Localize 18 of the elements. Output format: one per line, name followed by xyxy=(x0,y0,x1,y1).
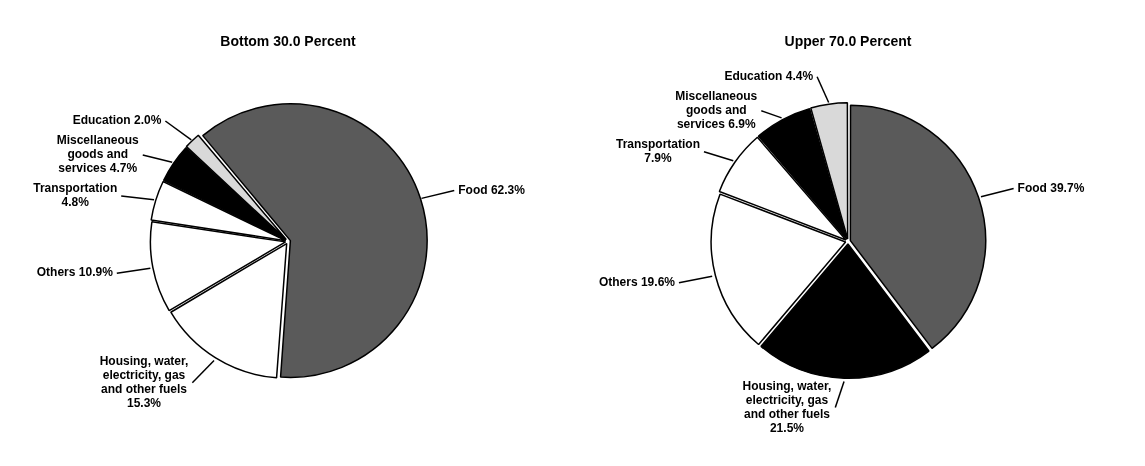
data-label: 7.9% xyxy=(644,151,672,166)
data-label: 21.5% xyxy=(769,420,805,435)
data-label: 4.8% xyxy=(61,195,90,210)
slice-label: Transportation xyxy=(33,181,118,196)
data-label: 15.3% xyxy=(126,395,162,410)
slice-label: Housing, water, electricity, gas and other fuels xyxy=(99,353,189,396)
slice-label: Transportation xyxy=(615,137,700,152)
slice-label: Miscellaneous goods and services 4.7% xyxy=(56,133,140,176)
slice-label: Others 10.9% xyxy=(36,265,114,280)
chart-title: Bottom 30.0 Percent xyxy=(220,33,357,50)
slice-label: Food 39.7% xyxy=(1017,180,1085,195)
slice-label: Education 2.0% xyxy=(72,113,162,128)
chart-title: Upper 70.0 Percent xyxy=(784,33,912,50)
slice-label: Miscellaneous goods and services 6.9% xyxy=(675,89,758,132)
slice-label: Food 62.3% xyxy=(458,182,526,197)
slice-label: Others 19.6% xyxy=(598,275,676,290)
slice-label: Housing, water, electricity, gas and other fuels xyxy=(742,378,832,421)
slice-label: Education 4.4% xyxy=(724,69,814,84)
